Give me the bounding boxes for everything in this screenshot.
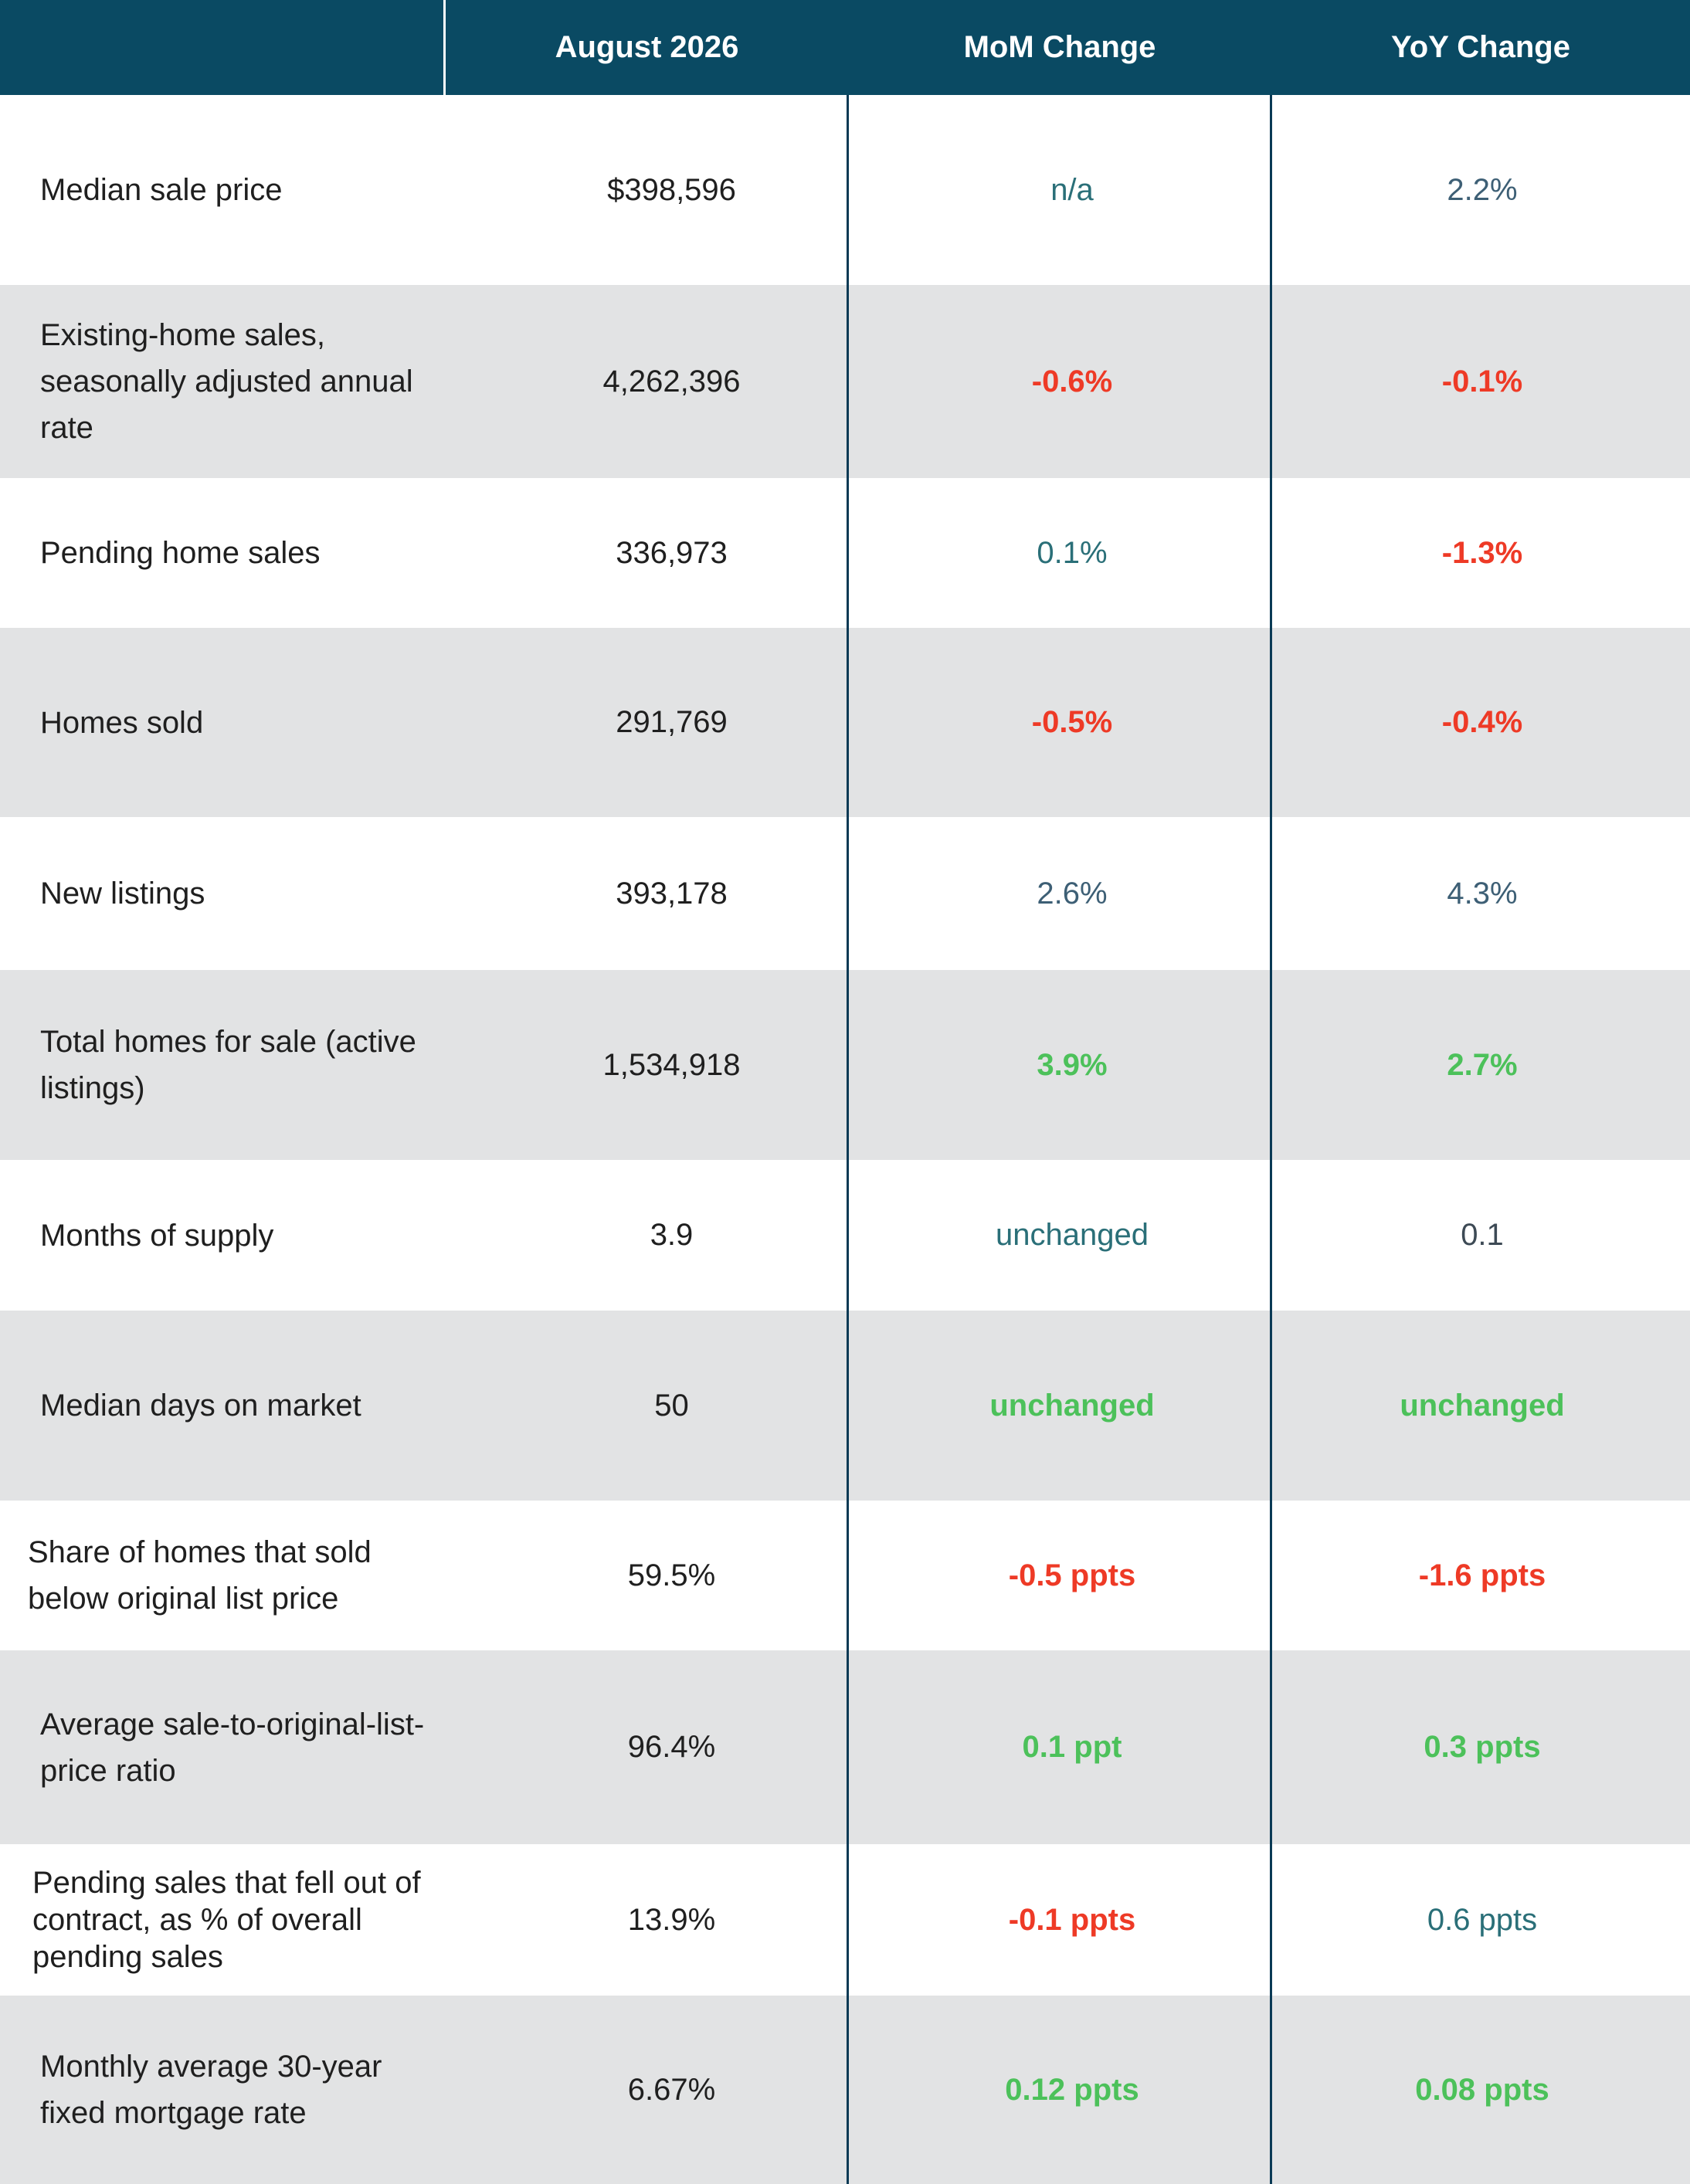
row-yoy: 2.7% (1447, 1047, 1518, 1082)
row-mom: unchanged (996, 1218, 1149, 1252)
table-row: Median sale price $398,596 n/a 2.2% (0, 95, 1690, 285)
table-row: Existing-home sales, seasonally adjusted… (0, 285, 1690, 478)
row-label: Homes sold (40, 705, 204, 740)
row-yoy: -0.4% (1441, 705, 1523, 739)
row-yoy: 4.3% (1447, 876, 1518, 911)
row-label: New listings (40, 877, 205, 911)
row-yoy: -1.6 ppts (1418, 1558, 1546, 1592)
row-yoy: 0.1 (1461, 1218, 1504, 1252)
row-yoy: 2.2% (1447, 172, 1518, 207)
row-label: Pending home sales (40, 536, 321, 570)
table-header: August 2026 MoM Change YoY Change (0, 0, 1690, 95)
row-label: Monthly average 30-year fixed mortgage r… (40, 2050, 382, 2130)
table-row: Months of supply 3.9 unchanged 0.1 (0, 1160, 1690, 1311)
row-value: 50 (654, 1388, 689, 1423)
row-mom: 3.9% (1037, 1047, 1108, 1082)
table-row: Share of homes that sold below original … (0, 1501, 1690, 1650)
row-mom: unchanged (989, 1388, 1155, 1423)
row-label: Existing-home sales, seasonally adjusted… (40, 318, 413, 445)
row-yoy: 0.3 ppts (1424, 1730, 1541, 1764)
row-mom: -0.5 ppts (1008, 1558, 1136, 1592)
row-label: Total homes for sale (active listings) (40, 1025, 416, 1105)
row-value: 96.4% (627, 1730, 716, 1764)
row-value: 291,769 (616, 705, 728, 739)
row-value: 4,262,396 (602, 364, 741, 398)
row-value: 393,178 (616, 876, 728, 911)
row-yoy: -1.3% (1441, 535, 1523, 570)
column-divider (1270, 95, 1272, 2184)
row-mom: -0.5% (1031, 705, 1113, 739)
table-row: Homes sold 291,769 -0.5% -0.4% (0, 628, 1690, 817)
header-august-2026: August 2026 (555, 30, 739, 64)
row-label: Average sale-to-original-list-price rati… (40, 1707, 425, 1788)
row-mom: -0.6% (1031, 364, 1113, 398)
row-mom: n/a (1050, 172, 1094, 207)
row-mom: 2.6% (1037, 876, 1108, 911)
table-row: New listings 393,178 2.6% 4.3% (0, 817, 1690, 970)
table-row: Pending home sales 336,973 0.1% -1.3% (0, 478, 1690, 628)
column-divider (847, 95, 849, 2184)
row-yoy: unchanged (1400, 1388, 1565, 1423)
row-mom: 0.1 ppt (1022, 1730, 1122, 1764)
row-value: $398,596 (607, 172, 736, 207)
header-mom-change: MoM Change (963, 30, 1156, 64)
row-value: 3.9 (650, 1218, 694, 1252)
row-mom: 0.1% (1037, 535, 1108, 570)
row-label: Months of supply (40, 1218, 274, 1253)
header-yoy-change: YoY Change (1391, 30, 1570, 64)
row-label: Share of homes that sold below original … (28, 1535, 372, 1616)
row-mom: -0.1 ppts (1008, 1902, 1136, 1937)
row-value: 13.9% (627, 1902, 716, 1937)
table-row: Median days on market 50 unchanged uncha… (0, 1311, 1690, 1501)
row-value: 336,973 (616, 535, 728, 570)
row-label: Median days on market (40, 1389, 361, 1423)
table-row: Pending sales that fell out of contract,… (0, 1844, 1690, 1996)
row-label: Pending sales that fell out of contract,… (32, 1866, 421, 1974)
row-value: 1,534,918 (602, 1047, 741, 1082)
row-value: 6.67% (627, 2072, 716, 2107)
table-row: Monthly average 30-year fixed mortgage r… (0, 1996, 1690, 2184)
row-yoy: 0.08 ppts (1415, 2072, 1549, 2107)
row-yoy: 0.6 ppts (1427, 1902, 1538, 1937)
row-value: 59.5% (627, 1558, 716, 1592)
row-mom: 0.12 ppts (1005, 2072, 1139, 2107)
table-row: Average sale-to-original-list-price rati… (0, 1650, 1690, 1844)
table-row: Total homes for sale (active listings) 1… (0, 970, 1690, 1160)
header-metric (0, 0, 446, 95)
row-yoy: -0.1% (1441, 364, 1523, 398)
row-label: Median sale price (40, 173, 283, 207)
